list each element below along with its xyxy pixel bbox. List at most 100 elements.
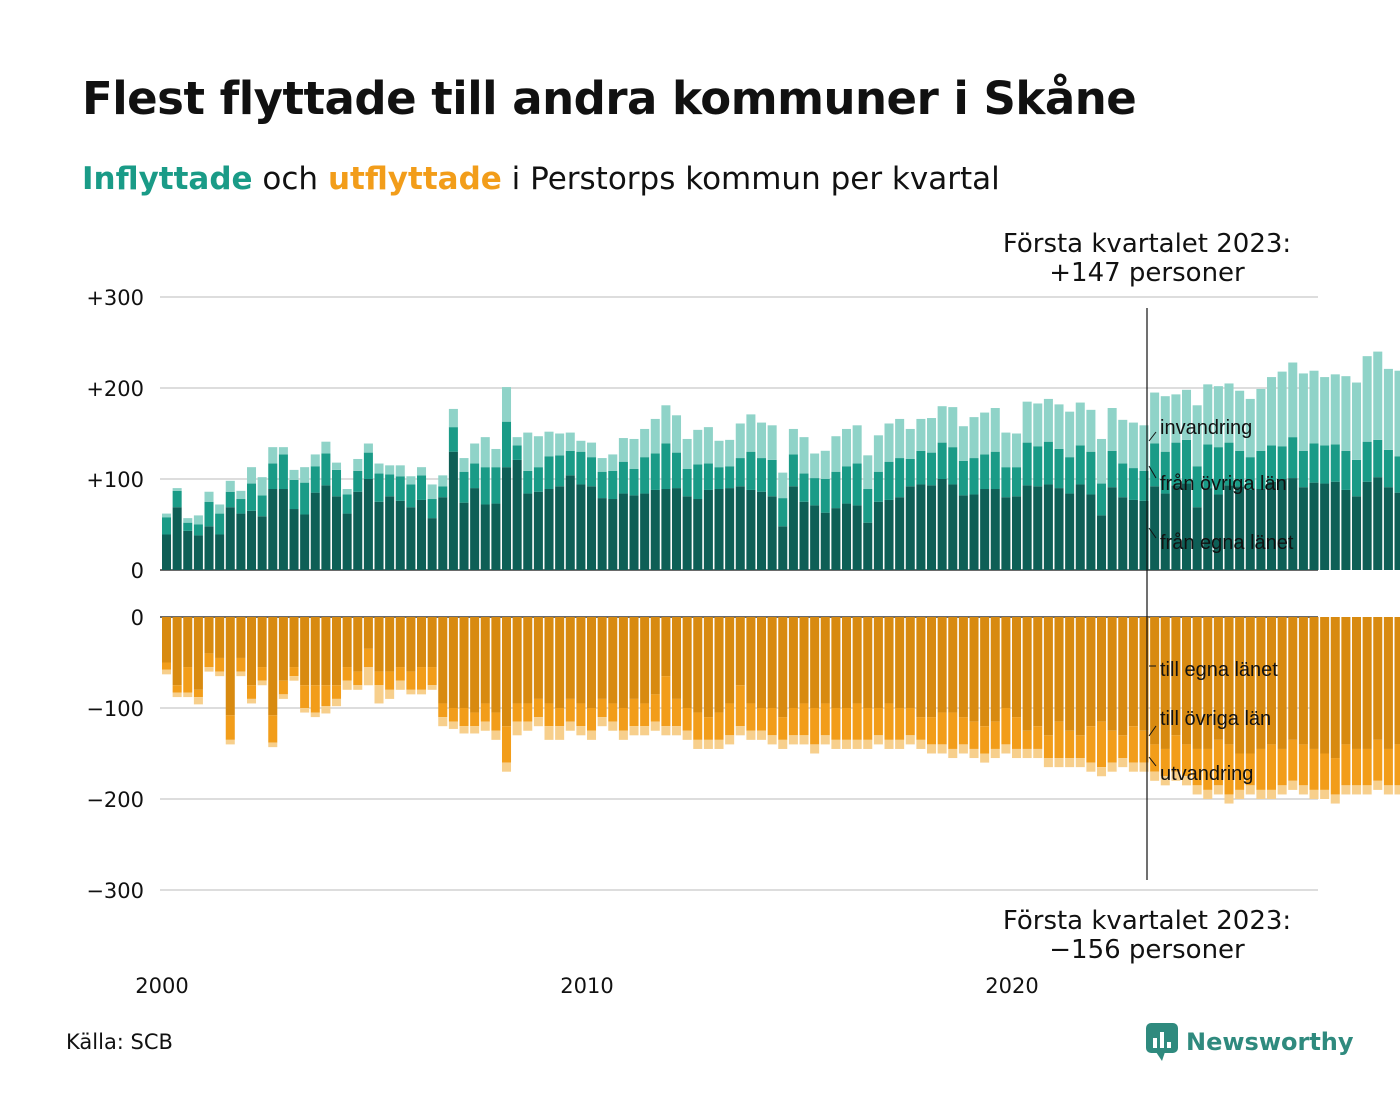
in-bar-c	[1362, 356, 1372, 442]
out-bar-a	[820, 617, 830, 704]
in-bar-b	[1128, 468, 1138, 500]
out-bar-a	[788, 617, 798, 708]
out-bar-b	[937, 712, 947, 745]
out-bar-b	[672, 698, 682, 727]
out-bar-c	[788, 735, 798, 745]
in-bar-c	[778, 472, 788, 499]
out-bar-b	[873, 708, 883, 736]
in-bar-a	[1150, 486, 1160, 570]
out-bar-a	[215, 617, 225, 658]
in-bar-c	[1373, 351, 1383, 440]
in-bar-c	[618, 438, 628, 462]
out-bar-b	[342, 667, 352, 681]
in-bar-a	[1065, 493, 1075, 570]
out-bar-b	[852, 703, 862, 740]
in-bar-a	[257, 516, 267, 570]
out-bar-a	[672, 617, 682, 699]
out-bar-b	[1033, 726, 1043, 749]
out-bar-a	[778, 617, 788, 718]
out-bar-a	[1065, 617, 1075, 731]
in-bar-b	[406, 484, 416, 508]
in-bar-a	[597, 498, 607, 570]
in-bar-a	[289, 509, 299, 570]
in-bar-a	[725, 488, 735, 570]
in-bar-c	[342, 489, 352, 495]
out-bar-b	[1065, 730, 1075, 759]
in-bar-a	[395, 500, 405, 570]
out-bar-a	[1150, 617, 1160, 745]
out-bar-b	[1086, 726, 1096, 763]
in-bar-c	[470, 443, 480, 464]
in-bar-b	[1065, 457, 1075, 494]
out-bar-a	[193, 617, 203, 690]
source-note: Källa: SCB	[66, 1030, 173, 1054]
out-bar-a	[417, 617, 427, 668]
in-bar-b	[268, 463, 278, 490]
subtitle-connector: och	[252, 161, 328, 197]
in-bar-a	[618, 493, 628, 570]
out-bar-b	[502, 726, 512, 763]
out-bar-c	[927, 744, 937, 754]
in-bar-a	[374, 501, 384, 570]
in-bar-a	[1118, 497, 1128, 570]
in-bar-b	[587, 457, 597, 487]
out-bar-c	[682, 730, 692, 740]
out-bar-c	[1330, 794, 1340, 804]
in-bar-a	[1245, 489, 1255, 570]
in-bar-c	[1139, 425, 1149, 471]
out-annotation-line2: −156 personer	[1049, 935, 1245, 965]
out-bar-a	[629, 617, 639, 699]
out-bar-c	[629, 726, 639, 736]
out-bar-c	[533, 717, 543, 727]
in-bar-a	[544, 489, 554, 570]
in-bar-c	[427, 484, 437, 500]
in-bar-c	[162, 513, 172, 518]
out-bar-c	[1213, 785, 1223, 795]
out-bar-c	[576, 726, 586, 736]
in-bar-c	[172, 488, 182, 491]
in-bar-c	[640, 428, 650, 458]
out-bar-a	[1298, 617, 1308, 745]
out-bar-a	[1288, 617, 1298, 740]
out-bar-c	[1139, 762, 1149, 772]
out-bar-a	[1362, 617, 1372, 749]
out-bar-b	[1001, 708, 1011, 745]
in-bar-a	[1320, 483, 1330, 570]
in-annotation-line1: Första kvartalet 2023:	[1003, 229, 1291, 259]
in-bar-c	[895, 418, 905, 459]
out-bar-b	[1213, 739, 1223, 786]
out-series-leader	[1148, 756, 1157, 767]
in-bar-b	[916, 450, 926, 485]
in-bar-b	[1235, 450, 1245, 487]
out-bar-a	[1139, 617, 1149, 731]
in-bar-b	[1054, 448, 1064, 489]
out-bar-c	[1160, 776, 1170, 786]
in-bar-c	[1182, 389, 1192, 440]
out-bar-c	[1298, 785, 1308, 795]
out-bar-b	[640, 703, 650, 727]
in-bar-c	[597, 458, 607, 472]
out-bar-a	[703, 617, 713, 718]
out-bar-b	[597, 698, 607, 718]
out-bar-a	[735, 617, 745, 686]
in-bar-a	[905, 486, 915, 570]
out-bar-c	[480, 721, 490, 731]
in-bar-a	[587, 486, 597, 570]
out-bar-c	[1373, 780, 1383, 790]
in-bar-c	[948, 407, 958, 448]
in-bar-b	[650, 453, 660, 490]
in-bar-a	[353, 491, 363, 570]
in-bar-b	[438, 486, 448, 498]
out-bar-a	[225, 617, 235, 716]
out-bar-a	[767, 617, 777, 708]
in-bar-a	[810, 505, 820, 570]
in-bar-a	[672, 488, 682, 570]
out-bar-b	[1373, 739, 1383, 781]
in-bar-a	[863, 522, 873, 570]
in-bar-c	[448, 408, 458, 428]
out-bar-c	[863, 739, 873, 749]
in-bar-b	[1330, 444, 1340, 482]
in-bar-b	[1277, 446, 1287, 479]
in-bar-c	[1341, 376, 1351, 451]
out-bar-b	[1394, 744, 1400, 786]
